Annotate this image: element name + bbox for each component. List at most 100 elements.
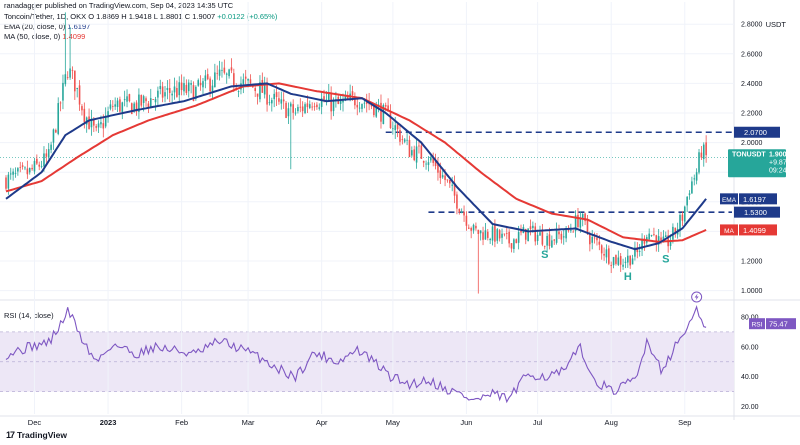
candle-body bbox=[669, 240, 672, 246]
candle-body bbox=[294, 112, 297, 114]
candle-body bbox=[282, 99, 285, 102]
candle-body bbox=[683, 206, 686, 222]
low-value: L 1.8801 bbox=[153, 12, 183, 21]
candle-body bbox=[553, 239, 556, 241]
candle-body bbox=[688, 193, 691, 195]
candle-body bbox=[510, 243, 513, 249]
candle-body bbox=[541, 231, 544, 245]
candle-body bbox=[247, 78, 249, 81]
candle-body bbox=[548, 234, 551, 246]
candle-body bbox=[304, 104, 306, 114]
candle-body bbox=[389, 110, 392, 129]
candle-body bbox=[161, 86, 164, 98]
candle-body bbox=[330, 94, 332, 112]
candle-body bbox=[536, 234, 539, 242]
candle-body bbox=[408, 139, 411, 158]
candle-body bbox=[579, 217, 582, 228]
ma-legend-label: MA (50, close, 0) bbox=[4, 32, 61, 41]
candle-body bbox=[529, 226, 532, 230]
candle-body bbox=[7, 174, 10, 189]
price-tick-label: 1.2000 bbox=[741, 259, 763, 266]
candle-body bbox=[520, 230, 522, 233]
candle-body bbox=[413, 149, 416, 161]
price-axis-unit: USDT bbox=[766, 20, 787, 29]
candle-body bbox=[600, 245, 603, 254]
candle-body bbox=[261, 79, 264, 93]
rsi-name-tag bbox=[749, 318, 765, 330]
candle-body bbox=[558, 231, 560, 235]
candle-body bbox=[104, 115, 107, 127]
candle-body bbox=[14, 173, 17, 174]
candle-body bbox=[477, 229, 480, 234]
candle-body bbox=[130, 103, 133, 115]
candle-body bbox=[686, 196, 688, 206]
candle-body bbox=[555, 229, 558, 243]
ema-name-tag bbox=[720, 193, 738, 205]
candle-body bbox=[468, 227, 470, 229]
candle-body bbox=[71, 69, 74, 71]
candle-body bbox=[128, 94, 131, 102]
candle-body bbox=[299, 106, 302, 108]
candle-body bbox=[517, 232, 520, 243]
candle-body bbox=[498, 230, 501, 239]
candle-body bbox=[411, 150, 413, 156]
candle-body bbox=[242, 79, 245, 84]
candle-body bbox=[55, 129, 57, 133]
candle-body bbox=[596, 237, 598, 241]
candle-body bbox=[81, 106, 83, 111]
time-tick-label: Dec bbox=[28, 418, 42, 427]
level-price-label: 1.5300 bbox=[744, 208, 767, 217]
candle-body bbox=[45, 153, 48, 157]
candle-body bbox=[171, 93, 173, 96]
candle-body bbox=[612, 257, 615, 266]
candle-body bbox=[192, 85, 195, 102]
candle-body bbox=[59, 102, 62, 104]
candle-body bbox=[176, 87, 178, 97]
rsi-name-label: RSI bbox=[752, 322, 763, 329]
candle-body bbox=[603, 253, 605, 256]
last-price-tag-bg bbox=[728, 149, 786, 178]
candle-body bbox=[653, 234, 655, 235]
candle-body bbox=[361, 104, 363, 109]
candle-body bbox=[342, 100, 344, 103]
candle-body bbox=[344, 95, 347, 100]
candle-body bbox=[375, 104, 378, 117]
candle-body bbox=[216, 72, 219, 74]
candle-body bbox=[406, 139, 408, 141]
candle-body bbox=[204, 75, 207, 81]
candle-body bbox=[615, 255, 617, 264]
candle-body bbox=[577, 214, 579, 227]
time-tick-label: Sep bbox=[678, 418, 691, 427]
candle-body bbox=[444, 175, 446, 180]
candle-body bbox=[636, 247, 639, 253]
candle-body bbox=[401, 139, 404, 141]
ema-name-label: EMA bbox=[722, 197, 737, 204]
candle-body bbox=[425, 163, 427, 165]
rsi-title: RSI (14, close) bbox=[4, 311, 54, 320]
candle-body bbox=[608, 248, 610, 264]
candle-body bbox=[584, 213, 586, 222]
candle-body bbox=[662, 236, 665, 242]
tradingview-logo: 17 TradingView bbox=[6, 430, 67, 440]
high-value: H 1.9418 bbox=[121, 12, 152, 21]
candle-body bbox=[152, 99, 154, 100]
candle-body bbox=[280, 99, 283, 104]
price-tick-label: 1.0000 bbox=[741, 288, 763, 295]
candle-body bbox=[190, 83, 192, 85]
candle-body bbox=[655, 235, 658, 245]
candle-body bbox=[66, 77, 69, 78]
candle-body bbox=[598, 241, 601, 245]
candle-body bbox=[695, 172, 698, 181]
price-tick-label: 2.6000 bbox=[741, 51, 763, 58]
ma-legend: MA (50, close, 0) 1.4099 bbox=[4, 32, 85, 41]
chart-credit: ranadagger published on TradingView.com,… bbox=[4, 1, 234, 10]
candle-body bbox=[126, 96, 128, 102]
ema-line bbox=[5, 82, 707, 251]
candle-body bbox=[78, 85, 81, 105]
candle-body bbox=[479, 230, 482, 234]
ema-value-tag bbox=[739, 193, 777, 205]
candle-body bbox=[610, 264, 612, 266]
candle-body bbox=[230, 67, 233, 71]
candle-body bbox=[149, 98, 152, 108]
pattern-label: S bbox=[541, 249, 548, 261]
